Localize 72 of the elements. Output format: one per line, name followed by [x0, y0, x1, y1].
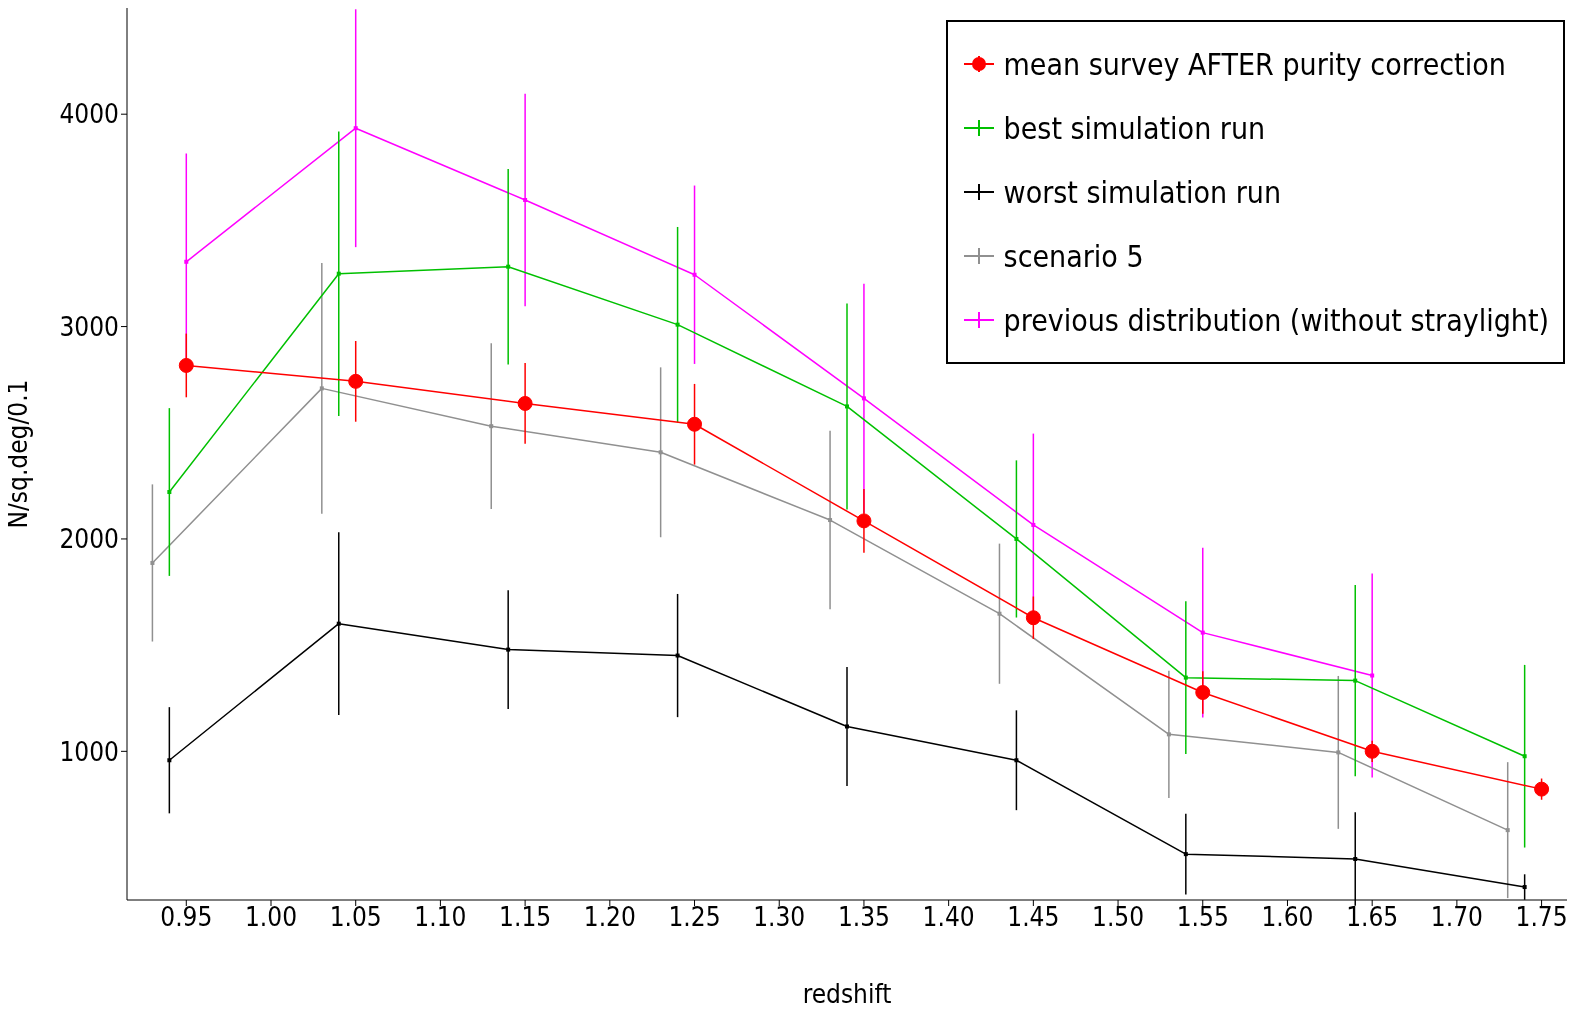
y-tick-label: 1000 [59, 736, 119, 767]
x-tick-label: 1.70 [1430, 902, 1483, 933]
x-tick-label: 1.60 [1261, 902, 1314, 933]
point [675, 653, 680, 658]
point [506, 264, 511, 269]
point [348, 373, 364, 389]
point [184, 259, 189, 264]
x-tick-label: 1.25 [668, 902, 721, 933]
x-tick-label: 1.20 [583, 902, 636, 933]
point [489, 424, 494, 429]
y-tick-label: 3000 [59, 311, 119, 342]
point [178, 357, 194, 373]
point [1200, 630, 1205, 635]
point [523, 197, 528, 202]
point [997, 611, 1002, 616]
point [845, 404, 849, 409]
x-tick-label: 1.00 [244, 902, 298, 933]
point [1183, 852, 1188, 857]
point [1025, 610, 1041, 626]
point [692, 272, 697, 277]
point [167, 490, 172, 495]
x-tick-label: 1.75 [1515, 902, 1568, 933]
point [1183, 675, 1188, 680]
point [675, 322, 680, 327]
point [861, 396, 866, 401]
x-tick-label: 1.45 [1007, 902, 1060, 933]
point [1353, 678, 1358, 683]
point [687, 416, 703, 432]
point [150, 560, 155, 565]
point [1014, 536, 1019, 541]
point [1014, 758, 1019, 763]
point [517, 395, 533, 411]
x-tick-label: 0.95 [160, 902, 213, 933]
point [1370, 673, 1375, 678]
point [353, 126, 358, 131]
x-tick-label: 1.65 [1346, 902, 1399, 933]
x-tick-label: 1.15 [499, 902, 552, 933]
legend-label: best simulation run [1003, 110, 1266, 146]
point [1364, 743, 1380, 759]
point [336, 271, 341, 276]
point [1336, 750, 1341, 755]
y-tick-label: 4000 [59, 99, 119, 130]
point [658, 450, 663, 455]
y-axis-title: N/sq.deg/0.1 [3, 379, 34, 529]
point [167, 758, 172, 763]
point [856, 513, 872, 529]
point [506, 647, 511, 652]
legend-label: worst simulation run [1003, 174, 1282, 210]
point [1166, 732, 1171, 737]
legend-label: scenario 5 [1003, 238, 1144, 274]
point [1195, 685, 1211, 700]
y-tick-label: 2000 [59, 524, 119, 555]
x-axis-title: redshift [802, 979, 892, 1009]
point [1534, 781, 1550, 797]
point [319, 386, 324, 391]
legend-label: previous distribution (without straylight) [1003, 302, 1549, 338]
point [845, 724, 849, 729]
x-tick-label: 1.05 [329, 902, 382, 933]
x-tick-label: 1.50 [1092, 902, 1145, 933]
x-tick-label: 1.30 [753, 902, 806, 933]
point [1031, 522, 1036, 527]
point [1505, 828, 1510, 833]
point [1522, 885, 1527, 890]
x-tick-label: 1.55 [1176, 902, 1229, 933]
point [828, 518, 833, 523]
point [1522, 754, 1527, 759]
point [1353, 857, 1358, 862]
x-tick-label: 1.35 [837, 902, 890, 933]
point [336, 621, 341, 626]
x-tick-label: 1.10 [414, 902, 467, 933]
x-tick-label: 1.40 [922, 902, 975, 933]
legend-label: mean survey AFTER purity correction [1003, 46, 1506, 82]
